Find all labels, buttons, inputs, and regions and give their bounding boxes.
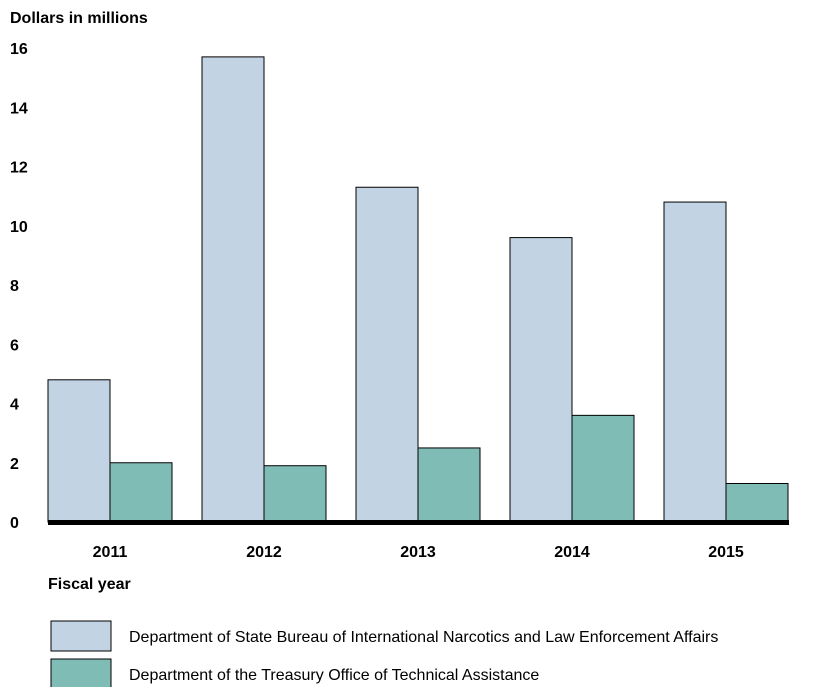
- bar-series-2-2012: [263, 465, 327, 523]
- y-tick-label: 10: [10, 219, 28, 236]
- y-tick-label: 8: [10, 278, 19, 295]
- legend-swatch-2: [50, 658, 112, 687]
- bar-series-1-2013: [355, 186, 419, 523]
- x-axis-ticks: 2011 2012 2013 2014 2015: [93, 544, 744, 561]
- x-tick-label: 2014: [554, 544, 590, 561]
- y-tick-label: 12: [10, 160, 28, 177]
- bar-series-1-2015: [663, 201, 727, 523]
- x-tick-label: 2013: [400, 544, 436, 561]
- bar-series-1-2012: [201, 56, 265, 523]
- y-tick-label: 4: [10, 397, 19, 414]
- bar-series-2-2014: [571, 414, 635, 523]
- x-tick-label: 2015: [708, 544, 744, 561]
- bar-series-2-2015: [725, 482, 789, 523]
- y-tick-label: 16: [10, 41, 28, 58]
- y-tick-label: 14: [10, 100, 28, 117]
- bar-series-1-2014: [509, 237, 573, 523]
- bar-series-1-2011: [47, 379, 111, 523]
- x-axis-baseline: [48, 520, 789, 525]
- legend-label-1: Department of State Bureau of Internatio…: [129, 629, 718, 646]
- y-tick-label: 2: [10, 456, 19, 473]
- legend-swatch-1: [50, 620, 112, 652]
- x-axis-title: Fiscal year: [48, 576, 131, 593]
- x-tick-label: 2011: [93, 544, 128, 561]
- legend: Department of State Bureau of Internatio…: [50, 620, 718, 687]
- y-axis-ticks: 0 2 4 6 8 10 12 14 16: [10, 41, 28, 532]
- bar-series-2-2011: [109, 462, 173, 523]
- x-tick-label: 2012: [246, 544, 282, 561]
- y-tick-label: 6: [10, 337, 19, 354]
- y-axis-title: Dollars in millions: [10, 10, 148, 27]
- bar-series-2-2013: [417, 447, 481, 523]
- bars: [47, 56, 789, 523]
- legend-label-2: Department of the Treasury Office of Tec…: [129, 667, 539, 684]
- y-tick-label: 0: [10, 515, 19, 532]
